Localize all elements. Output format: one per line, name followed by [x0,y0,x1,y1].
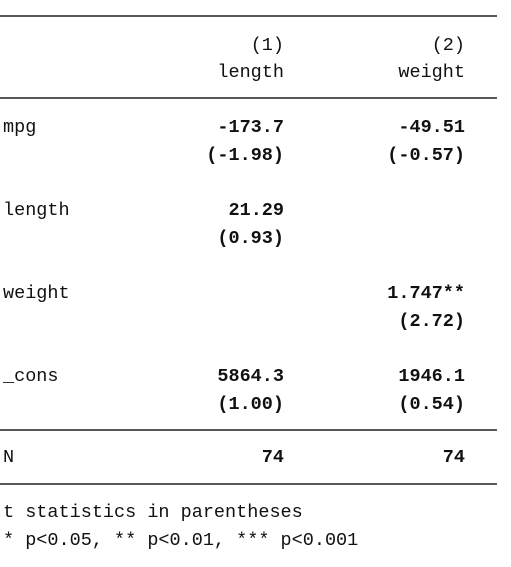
coefficient: 1946.1 [398,366,465,387]
coefficient: 21.29 [228,200,284,221]
t-statistic: (-0.57) [387,145,465,166]
t-statistic: (0.54) [398,394,465,415]
note: t statistics in parentheses [3,502,303,523]
observations: 74 [443,447,465,468]
t-statistic: (2.72) [398,311,465,332]
row-label: N [3,447,14,468]
column-number: (2) [432,35,465,56]
coefficient: -173.7 [217,117,284,138]
row-label: _cons [2,366,59,387]
row-label: length [3,200,70,221]
column-name: weight [398,62,465,83]
observations: 74 [262,447,284,468]
coefficient: 5864.3 [217,366,284,387]
row-label: mpg [3,117,36,138]
t-statistic: (0.93) [217,228,284,249]
coefficient: -49.51 [398,117,465,138]
column-number: (1) [251,35,284,56]
t-statistic: (-1.98) [206,145,284,166]
t-statistic: (1.00) [217,394,284,415]
note: * p<0.05, ** p<0.01, *** p<0.001 [3,530,358,551]
row-label: weight [3,283,70,304]
column-name: length [217,62,284,83]
coefficient: 1.747** [387,283,465,304]
